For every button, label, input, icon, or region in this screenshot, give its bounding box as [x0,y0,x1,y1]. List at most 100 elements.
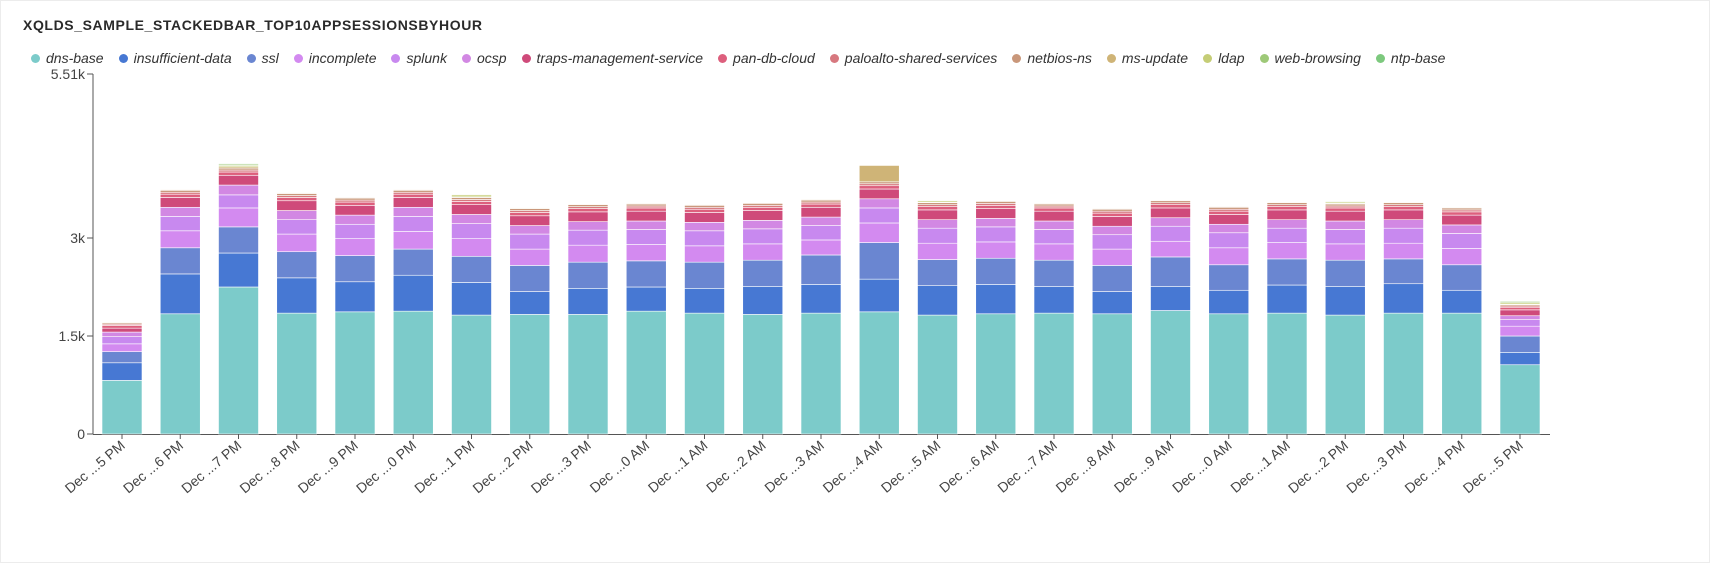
bar-segment-traps-management-service[interactable] [858,188,900,200]
bar-segment-traps-management-service[interactable] [800,206,842,218]
bar-stack[interactable] [392,189,434,435]
bar-segment-incomplete[interactable] [1150,240,1191,258]
bar-segment-ssl[interactable] [1208,264,1250,291]
bar-segment-traps-management-service[interactable] [334,205,376,216]
bar-segment-ssl[interactable] [392,248,434,276]
bar-segment-traps-management-service[interactable] [742,210,784,221]
bar-segment-incomplete[interactable] [800,239,842,256]
bar-segment-incomplete[interactable] [509,248,551,266]
bar-segment-ms-update[interactable] [334,197,376,199]
bar-stack[interactable] [1266,201,1308,435]
bar-segment-traps-management-service[interactable] [917,209,958,220]
bar-segment-ocsp[interactable] [917,219,958,229]
bar-segment-ssl[interactable] [101,351,143,364]
bar-segment-splunk[interactable] [625,229,667,245]
bar-segment-insufficient-data[interactable] [1266,284,1308,314]
bar-segment-traps-management-service[interactable] [276,200,318,211]
legend-item-pan-db-cloud[interactable]: pan-db-cloud [718,50,815,66]
bar-segment-insufficient-data[interactable] [1324,286,1366,316]
bar-segment-pan-db-cloud[interactable] [101,325,143,329]
bar-segment-insufficient-data[interactable] [276,277,318,314]
bar-segment-ocsp[interactable] [567,221,609,231]
bar-segment-insufficient-data[interactable] [567,288,609,315]
legend-item-ocsp[interactable]: ocsp [461,50,507,66]
bar-stack[interactable] [159,189,201,435]
bar-segment-dns-base[interactable] [1441,312,1483,435]
bar-segment-splunk[interactable] [451,223,492,239]
bar-segment-splunk[interactable] [1150,225,1191,242]
bar-segment-ms-update[interactable] [1091,208,1133,210]
bar-stack[interactable] [509,207,551,435]
bar-segment-ssl[interactable] [1499,335,1541,353]
bar-segment-ocsp[interactable] [451,214,492,224]
bar-segment-traps-management-service[interactable] [1091,216,1133,227]
bar-segment-dns-base[interactable] [159,313,201,435]
bar-segment-incomplete[interactable] [1383,242,1424,260]
bar-segment-ssl[interactable] [509,265,551,292]
bar-segment-ocsp[interactable] [276,210,318,220]
bar-segment-ssl[interactable] [1033,259,1075,287]
bar-segment-splunk[interactable] [1441,233,1483,249]
bar-segment-dns-base[interactable] [101,380,143,435]
bar-segment-dns-base[interactable] [1266,312,1308,435]
bar-segment-splunk[interactable] [1499,319,1541,327]
bar-segment-traps-management-service[interactable] [1208,214,1250,225]
bar-segment-splunk[interactable] [101,336,143,345]
bar-segment-incomplete[interactable] [101,343,143,352]
bar-segment-dns-base[interactable] [451,314,492,435]
bar-segment-ocsp[interactable] [858,198,900,209]
bar-segment-incomplete[interactable] [1499,325,1541,337]
bar-segment-splunk[interactable] [567,229,609,246]
bar-segment-ms-update[interactable] [742,202,784,204]
bar-segment-ocsp[interactable] [1441,224,1483,234]
legend-item-paloalto-shared-services[interactable]: paloalto-shared-services [829,50,997,66]
bar-segment-ssl[interactable] [1266,258,1308,286]
bar-segment-traps-management-service[interactable] [567,211,609,222]
bar-segment-ms-update[interactable] [1150,199,1191,202]
bar-segment-traps-management-service[interactable] [1324,210,1366,222]
bar-segment-dns-base[interactable] [334,311,376,435]
bar-segment-ms-update[interactable] [1441,206,1483,209]
bar-segment-splunk[interactable] [1033,229,1075,245]
bar-segment-ntp-base[interactable] [1499,300,1541,302]
bar-segment-incomplete[interactable] [218,207,259,228]
bar-segment-ocsp[interactable] [684,222,725,232]
bar-segment-pan-db-cloud[interactable] [1383,206,1424,211]
bar-segment-dns-base[interactable] [276,312,318,435]
bar-segment-pan-db-cloud[interactable] [567,208,609,213]
bar-segment-dns-base[interactable] [800,312,842,435]
bar-segment-splunk[interactable] [1383,227,1424,244]
bar-stack[interactable] [1208,206,1250,435]
bar-stack[interactable] [1324,201,1366,435]
bar-segment-insufficient-data[interactable] [742,286,784,315]
bar-segment-ocsp[interactable] [101,331,143,337]
bar-segment-insufficient-data[interactable] [334,281,376,313]
bar-stack[interactable] [1033,203,1075,435]
bar-segment-dns-base[interactable] [1383,312,1424,435]
bar-segment-insufficient-data[interactable] [1441,289,1483,314]
bar-segment-traps-management-service[interactable] [1441,214,1483,226]
bar-segment-traps-management-service[interactable] [509,215,551,226]
bar-segment-splunk[interactable] [392,216,434,232]
bar-segment-ocsp[interactable] [1383,219,1424,229]
bar-segment-web-browsing[interactable] [1324,201,1366,203]
bar-segment-splunk[interactable] [1266,227,1308,243]
bar-segment-ssl[interactable] [159,247,201,275]
bar-segment-insufficient-data[interactable] [392,274,434,312]
bar-segment-ssl[interactable] [1441,264,1483,291]
bar-stack[interactable] [625,203,667,435]
bar-segment-insufficient-data[interactable] [684,288,725,314]
bar-segment-ocsp[interactable] [975,218,1017,228]
bar-segment-dns-base[interactable] [858,311,900,435]
bar-segment-ms-update[interactable] [1383,201,1424,204]
bar-segment-ssl[interactable] [451,255,492,283]
bar-segment-ocsp[interactable] [1033,220,1075,230]
bar-segment-splunk[interactable] [858,207,900,224]
bar-segment-insufficient-data[interactable] [1499,352,1541,366]
bar-segment-incomplete[interactable] [392,231,434,250]
bar-segment-pan-db-cloud[interactable] [1150,204,1191,209]
bar-segment-insufficient-data[interactable] [1383,283,1424,314]
bar-segment-ms-update[interactable] [101,321,143,324]
bar-segment-dns-base[interactable] [509,314,551,435]
bar-segment-ocsp[interactable] [218,184,259,196]
